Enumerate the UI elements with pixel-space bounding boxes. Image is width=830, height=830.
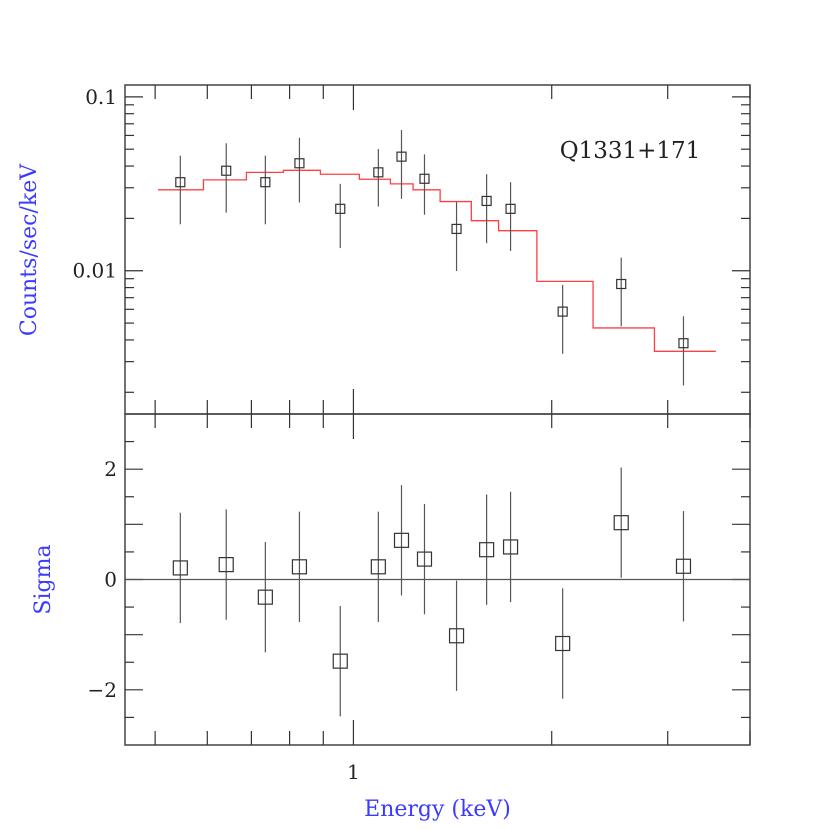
- top-panel-frame: [124, 84, 751, 415]
- y-tick-label: 0: [104, 568, 117, 592]
- residual-point: [675, 558, 692, 574]
- residual-point: [332, 653, 348, 669]
- residual-point: [479, 542, 495, 558]
- data-point: [294, 158, 305, 169]
- model-step-line: [157, 169, 716, 352]
- data-point: [335, 203, 346, 214]
- y-axis-label-bottom: Sigma: [31, 544, 56, 614]
- residual-point: [502, 539, 519, 555]
- x-tick-label: 1: [347, 760, 360, 784]
- residual-point: [448, 628, 465, 644]
- data-point: [396, 151, 407, 162]
- y-tick-label: 0.1: [85, 85, 117, 109]
- data-point: [175, 177, 186, 188]
- residual-point: [555, 635, 571, 652]
- source-annotation: Q1331+171: [560, 138, 701, 164]
- residual-point: [416, 551, 433, 567]
- data-point: [678, 338, 689, 349]
- data-point: [260, 177, 271, 188]
- data-point: [221, 165, 232, 176]
- data-point: [481, 195, 492, 207]
- y-tick-label: −2: [88, 678, 117, 702]
- data-point: [557, 306, 568, 317]
- x-axis-label: Energy (keV): [364, 797, 511, 822]
- residual-point: [172, 560, 188, 576]
- residual-point: [257, 589, 273, 605]
- data-point: [616, 278, 627, 290]
- residual-point: [291, 559, 308, 575]
- data-point: [419, 173, 430, 184]
- data-point: [373, 167, 384, 178]
- residual-point: [613, 515, 629, 531]
- y-tick-label: 2: [104, 457, 117, 481]
- residual-point: [370, 559, 386, 575]
- residual-point: [218, 557, 234, 573]
- data-point: [505, 203, 516, 214]
- data-point: [451, 223, 462, 235]
- y-tick-label: 0.01: [72, 259, 117, 283]
- y-axis-label-top: Counts/sec/keV: [17, 163, 42, 336]
- residual-point: [393, 532, 410, 548]
